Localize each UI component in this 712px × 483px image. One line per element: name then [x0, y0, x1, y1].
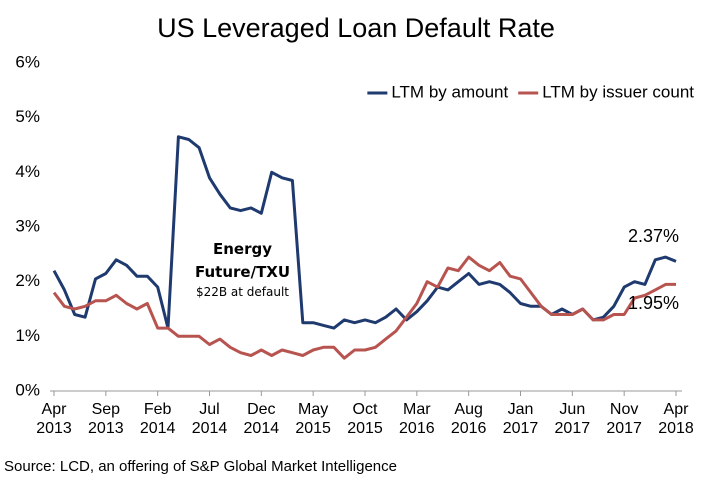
x-tick-label: Nov 2017: [606, 401, 642, 437]
x-tick-label: Jun 2017: [554, 401, 591, 437]
source-note: Source: LCD, an offering of S&P Global M…: [4, 458, 397, 475]
x-tick-label: Sep 2013: [88, 401, 124, 437]
annotation: $22B at default: [195, 285, 290, 299]
y-tick-label: 2%: [15, 271, 40, 290]
x-tick-label: Dec 2014: [243, 401, 280, 437]
x-tick-label: Jul 2014: [191, 401, 228, 437]
x-tick-label: Apr 2018: [658, 401, 694, 437]
x-tick-label: Feb 2014: [139, 401, 176, 437]
x-tick-label: Oct 2015: [347, 401, 383, 437]
x-tick-label: Mar 2016: [399, 401, 435, 437]
value-label: 1.95%: [628, 293, 679, 313]
chart-title: US Leveraged Loan Default Rate: [157, 13, 555, 43]
legend-label: LTM by issuer count: [542, 82, 694, 101]
x-tick-label: Apr 2013: [36, 401, 72, 437]
value-label: 2.37%: [628, 226, 679, 246]
x-tick-label: Aug 2016: [450, 401, 487, 437]
y-tick-label: 6%: [15, 52, 40, 71]
series-line: [52, 135, 677, 330]
y-tick-label: 3%: [15, 216, 40, 235]
y-tick-label: 0%: [15, 380, 40, 399]
series-line: [52, 255, 676, 360]
legend-label: LTM by amount: [391, 82, 508, 101]
annotation: Energy Future/TXU: [195, 240, 291, 281]
x-tick-label: May 2015: [295, 401, 331, 437]
y-tick-label: 5%: [15, 107, 40, 126]
y-tick-label: 4%: [15, 162, 40, 181]
y-tick-label: 1%: [15, 326, 40, 345]
x-tick-label: Jan 2017: [502, 401, 539, 437]
